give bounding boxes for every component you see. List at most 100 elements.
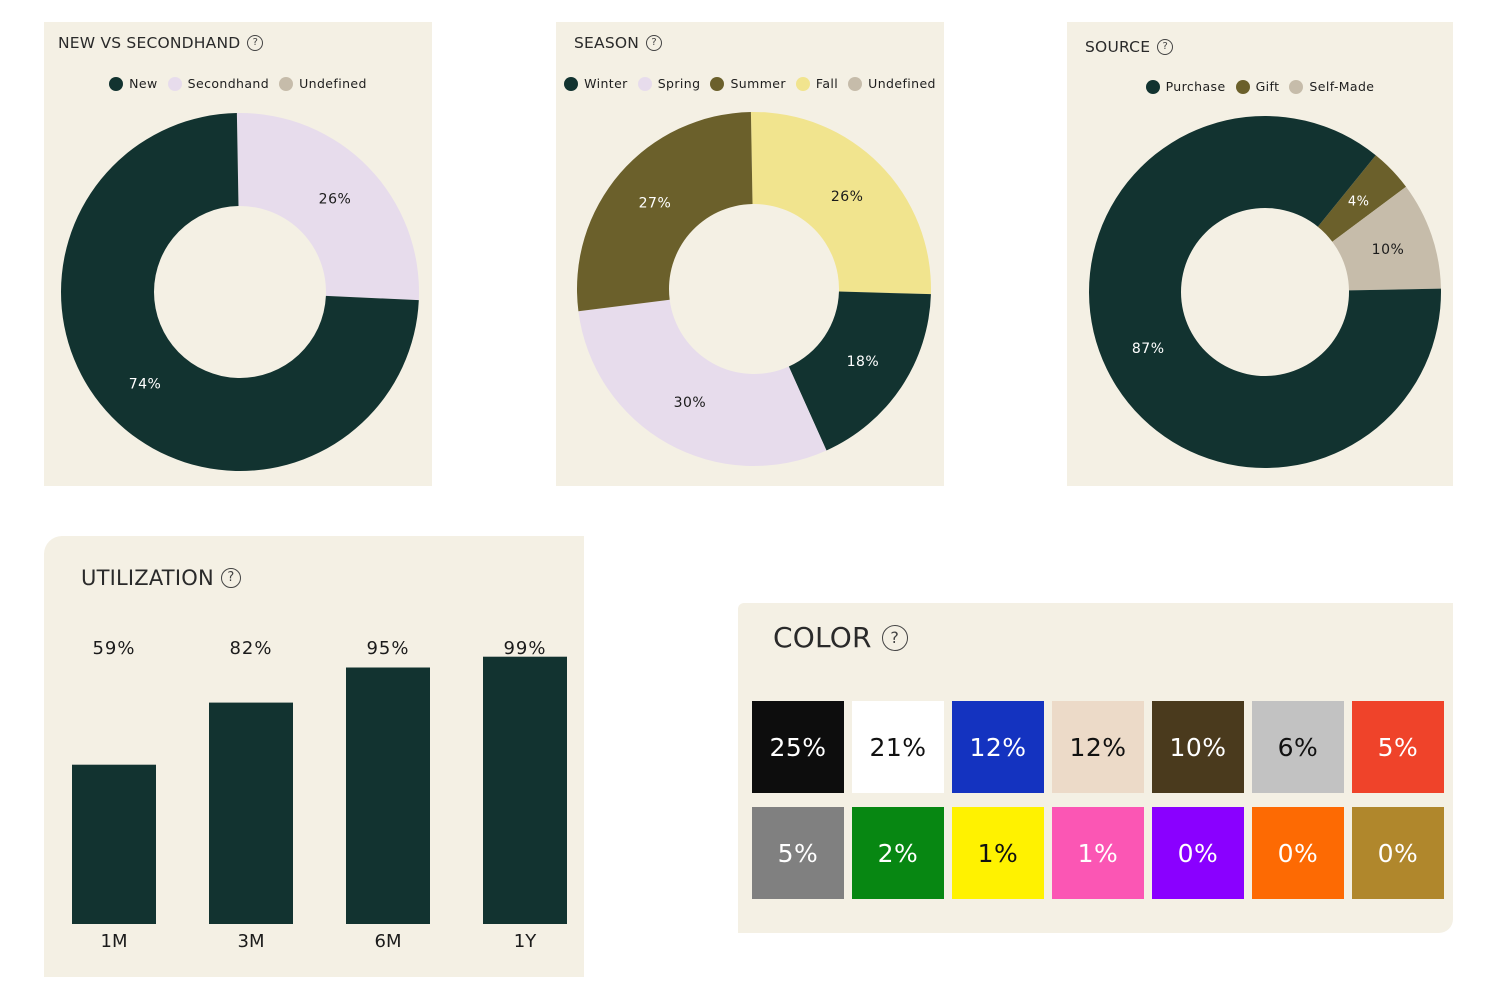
new-vs-secondhand-title-text: NEW VS SECONDHAND xyxy=(58,34,241,52)
new-vs-secondhand-title: NEW VS SECONDHAND ? xyxy=(58,34,264,52)
color-swatch-label: 25% xyxy=(769,732,827,762)
season-legend-item-undefined[interactable]: Undefined xyxy=(848,76,936,91)
legend-label: Gift xyxy=(1255,79,1280,94)
utilization-category-label-1m: 1M xyxy=(101,931,128,952)
source-slice-label-purchase: 87% xyxy=(1132,341,1165,357)
legend-swatch xyxy=(637,76,652,91)
color-swatch-label: 1% xyxy=(977,838,1019,868)
color-swatch-2[interactable]: 21% xyxy=(852,701,944,793)
season-legend-item-summer[interactable]: Summer xyxy=(710,76,786,91)
source-title: SOURCE ? xyxy=(1085,38,1174,56)
utilization-bar-3m[interactable] xyxy=(209,702,293,924)
legend-label: Winter xyxy=(584,76,628,91)
color-swatch-label: 0% xyxy=(1277,838,1319,868)
utilization-value-label-6m: 95% xyxy=(366,638,409,659)
source-slice-label-self-made: 10% xyxy=(1372,242,1405,258)
season-donut: 26% 18% 30% 27% xyxy=(577,111,931,466)
legend-swatch xyxy=(167,76,182,91)
legend-swatch xyxy=(564,76,579,91)
source-slice-label-gift: 4% xyxy=(1348,194,1370,209)
color-swatch-8[interactable]: 5% xyxy=(752,807,844,899)
color-swatch-9[interactable]: 2% xyxy=(852,807,944,899)
source-legend: Purchase Gift Self-Made xyxy=(1067,79,1453,94)
legend-swatch xyxy=(109,76,124,91)
color-swatch-4[interactable]: 12% xyxy=(1052,701,1144,793)
color-swatch-label: 5% xyxy=(1377,732,1419,762)
season-slice-summer[interactable] xyxy=(577,112,753,312)
color-swatch-3[interactable]: 12% xyxy=(952,701,1044,793)
source-slice-purchase[interactable] xyxy=(1089,116,1441,469)
color-swatch-7[interactable]: 5% xyxy=(1352,701,1444,793)
source-card: SOURCE ? Purchase Gift Self-Made 4% 10% 87% xyxy=(1067,22,1453,486)
season-legend: Winter Spring Summer Fall Undefined xyxy=(556,76,944,91)
legend-label: New xyxy=(129,76,158,91)
color-swatch-label: 12% xyxy=(969,732,1027,762)
color-swatch-14[interactable]: 0% xyxy=(1352,807,1444,899)
color-card: COLOR ? 25% 21% 12% 12% 10% 6% 5% 5% 2% 1% 1% 0% 0% 0… xyxy=(738,603,1453,933)
utilization-title-text: UTILIZATION xyxy=(81,566,214,590)
new-vs-secondhand-slice-label-new: 74% xyxy=(129,376,162,392)
utilization-bar-1y[interactable] xyxy=(483,656,567,924)
new-vs-secondhand-legend-item-new[interactable]: New xyxy=(109,76,157,91)
season-card: SEASON ? Winter Spring Summer Fall Undefined… xyxy=(556,22,944,486)
color-swatch-5[interactable]: 10% xyxy=(1152,701,1244,793)
source-legend-item-self-made[interactable]: Self-Made xyxy=(1289,79,1374,94)
legend-label: Summer xyxy=(730,76,786,91)
color-swatch-6[interactable]: 6% xyxy=(1252,701,1344,793)
season-legend-item-winter[interactable]: Winter xyxy=(564,76,628,91)
question-circle-icon[interactable]: ? xyxy=(247,35,264,51)
color-swatch-12[interactable]: 0% xyxy=(1152,807,1244,899)
color-swatch-label: 21% xyxy=(869,732,927,762)
legend-swatch xyxy=(279,76,294,91)
new-vs-secondhand-slice-label-secondhand: 26% xyxy=(319,192,352,208)
legend-swatch xyxy=(710,76,725,91)
color-swatch-13[interactable]: 0% xyxy=(1252,807,1344,899)
color-swatch-11[interactable]: 1% xyxy=(1052,807,1144,899)
legend-label: Secondhand xyxy=(187,76,270,91)
question-circle-icon[interactable]: ? xyxy=(1157,39,1174,55)
season-slice-spring[interactable] xyxy=(578,299,827,466)
question-circle-icon[interactable]: ? xyxy=(646,35,663,51)
utilization-bar-6m[interactable] xyxy=(346,667,430,925)
utilization-category-label-6m: 6M xyxy=(375,931,402,952)
legend-swatch xyxy=(1145,79,1160,94)
source-slice-gift[interactable] xyxy=(1317,155,1407,242)
color-swatch-label: 0% xyxy=(1377,838,1419,868)
season-slice-label-fall: 26% xyxy=(831,189,864,205)
color-swatch-10[interactable]: 1% xyxy=(952,807,1044,899)
color-swatch-label: 10% xyxy=(1169,732,1227,762)
season-legend-item-fall[interactable]: Fall xyxy=(795,76,839,91)
question-circle-icon[interactable]: ? xyxy=(220,568,241,588)
new-vs-secondhand-card: NEW VS SECONDHAND ? New Secondhand Undefin… xyxy=(44,22,432,486)
season-slice-winter[interactable] xyxy=(788,291,931,451)
source-title-text: SOURCE xyxy=(1085,38,1151,56)
legend-swatch xyxy=(1235,79,1250,94)
source-legend-item-purchase[interactable]: Purchase xyxy=(1145,79,1226,94)
new-vs-secondhand-slice-secondhand[interactable] xyxy=(236,113,419,301)
source-donut: 4% 10% 87% xyxy=(1089,116,1441,469)
color-swatch-1[interactable]: 25% xyxy=(752,701,844,793)
utilization-value-label-1y: 99% xyxy=(503,638,546,659)
season-legend-item-spring[interactable]: Spring xyxy=(637,76,701,91)
utilization-value-label-1m: 59% xyxy=(92,638,135,659)
new-vs-secondhand-slice-new[interactable] xyxy=(61,113,419,472)
new-vs-secondhand-legend: New Secondhand Undefined xyxy=(44,76,432,91)
legend-label: Fall xyxy=(815,76,839,91)
new-vs-secondhand-legend-item-undefined[interactable]: Undefined xyxy=(279,76,367,91)
new-vs-secondhand-legend-item-secondhand[interactable]: Secondhand xyxy=(167,76,270,91)
utilization-category-label-1y: 1Y xyxy=(514,931,537,952)
utilization-bar-chart: 59% 1M 82% 3M 95% 6M 99% 1Y xyxy=(72,638,567,952)
source-slice-self-made[interactable] xyxy=(1332,186,1441,291)
utilization-category-label-3m: 3M xyxy=(238,931,265,952)
question-circle-icon[interactable]: ? xyxy=(881,624,908,651)
utilization-card: UTILIZATION ? 59% 1M 82% 3M 95% 6M 99% 1Y xyxy=(44,536,584,977)
season-slice-label-spring: 30% xyxy=(674,395,707,411)
utilization-bar-1m[interactable] xyxy=(72,764,156,924)
utilization-value-label-3m: 82% xyxy=(229,638,272,659)
legend-label: Spring xyxy=(657,76,701,91)
source-legend-item-gift[interactable]: Gift xyxy=(1235,79,1280,94)
season-slice-fall[interactable] xyxy=(750,111,931,295)
color-swatch-label: 0% xyxy=(1177,838,1219,868)
legend-swatch xyxy=(795,76,810,91)
legend-swatch xyxy=(1289,79,1304,94)
